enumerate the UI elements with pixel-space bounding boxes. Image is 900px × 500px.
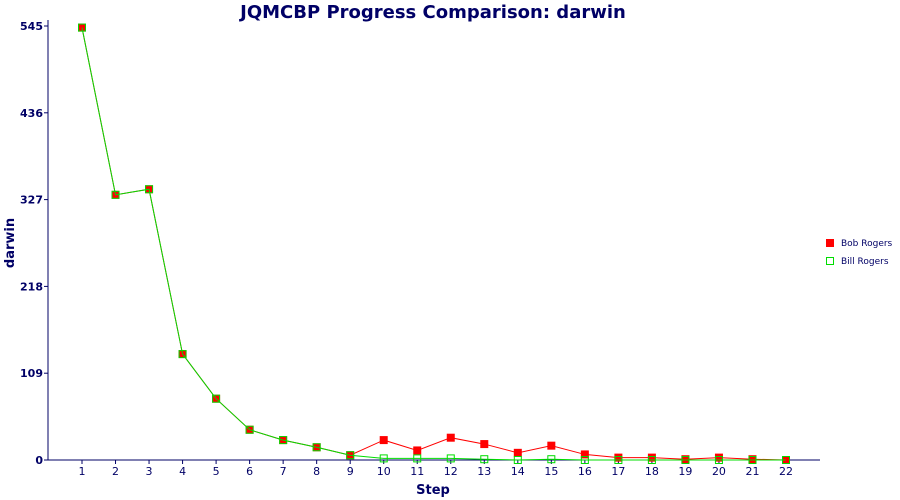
data-point	[379, 436, 388, 445]
data-point	[480, 455, 489, 464]
y-tick-label: 436	[20, 107, 43, 120]
chart-title: JQMCBP Progress Comparison: darwin	[238, 2, 626, 23]
x-tick-label: 11	[410, 465, 424, 478]
data-point	[145, 185, 154, 194]
x-tick-label: 14	[511, 465, 525, 478]
data-point	[245, 425, 254, 434]
legend-item: Bob Rogers	[826, 239, 893, 249]
x-tick-label: 2	[112, 465, 119, 478]
x-tick-label: 4	[179, 465, 186, 478]
x-tick-label: 16	[578, 465, 592, 478]
data-point	[614, 456, 623, 464]
x-tick-label: 20	[712, 465, 726, 478]
data-point	[178, 350, 187, 359]
data-point	[446, 454, 455, 463]
y-axis-label: darwin	[3, 218, 18, 268]
x-tick-label: 19	[678, 465, 692, 478]
x-tick-label: 6	[246, 465, 253, 478]
data-point	[547, 441, 556, 450]
data-point	[312, 443, 321, 452]
data-point	[580, 450, 589, 459]
data-point	[614, 453, 623, 462]
data-point	[446, 433, 455, 442]
data-point	[111, 190, 120, 199]
legend-marker	[826, 239, 834, 247]
series-2	[78, 23, 790, 464]
x-tick-label: 10	[377, 465, 391, 478]
data-point	[547, 455, 556, 464]
x-tick-label: 18	[645, 465, 659, 478]
x-tick-label: 13	[477, 465, 491, 478]
x-tick-label: 5	[213, 465, 220, 478]
x-tick-label: 7	[280, 465, 287, 478]
data-point	[480, 440, 489, 449]
x-tick-label: 1	[79, 465, 86, 478]
data-point	[714, 456, 723, 464]
x-tick-label: 12	[444, 465, 458, 478]
y-tick-label: 327	[20, 194, 43, 207]
data-point	[580, 456, 589, 464]
y-tick-label: 545	[20, 20, 43, 33]
series-line	[81, 27, 786, 461]
data-point	[513, 448, 522, 457]
data-point	[379, 454, 388, 463]
x-tick-label: 8	[313, 465, 320, 478]
legend-label: Bill Rogers	[841, 257, 889, 267]
data-point	[647, 453, 656, 462]
x-axis-label: Step	[416, 483, 450, 498]
data-point	[681, 455, 690, 464]
y-tick-label: 0	[35, 454, 43, 467]
x-tick-label: 22	[779, 465, 793, 478]
legend-item: Bill Rogers	[826, 257, 889, 267]
x-tick-label: 17	[611, 465, 625, 478]
data-point	[681, 456, 690, 464]
legend-marker	[826, 257, 834, 265]
data-point	[413, 454, 422, 463]
x-axis: 1 2 3 4 5 6 7 8 9 10 11 12 13 14 15 16 17 18 19 20 21 22	[48, 459, 820, 478]
data-point	[212, 394, 221, 403]
x-tick-label: 15	[544, 465, 558, 478]
series-area	[78, 23, 790, 464]
x-tick-label: 9	[347, 465, 354, 478]
x-tick-label: 21	[745, 465, 759, 478]
legend: Bob Rogers Bill Rogers	[826, 239, 893, 267]
data-point	[279, 436, 288, 445]
data-point	[647, 456, 656, 464]
y-tick-label: 218	[20, 280, 43, 293]
data-point	[413, 446, 422, 455]
legend-label: Bob Rogers	[841, 239, 893, 249]
data-point	[748, 456, 757, 464]
series-1	[78, 23, 790, 464]
y-tick-label: 109	[20, 367, 43, 380]
data-point	[714, 453, 723, 462]
data-point	[782, 456, 790, 464]
data-point	[78, 23, 86, 32]
y-axis: 0 109 218 327 436 545	[20, 20, 49, 467]
data-point	[513, 456, 522, 464]
data-point	[748, 455, 757, 464]
series-line	[81, 27, 787, 461]
x-tick-label: 3	[146, 465, 153, 478]
data-point	[346, 451, 355, 460]
